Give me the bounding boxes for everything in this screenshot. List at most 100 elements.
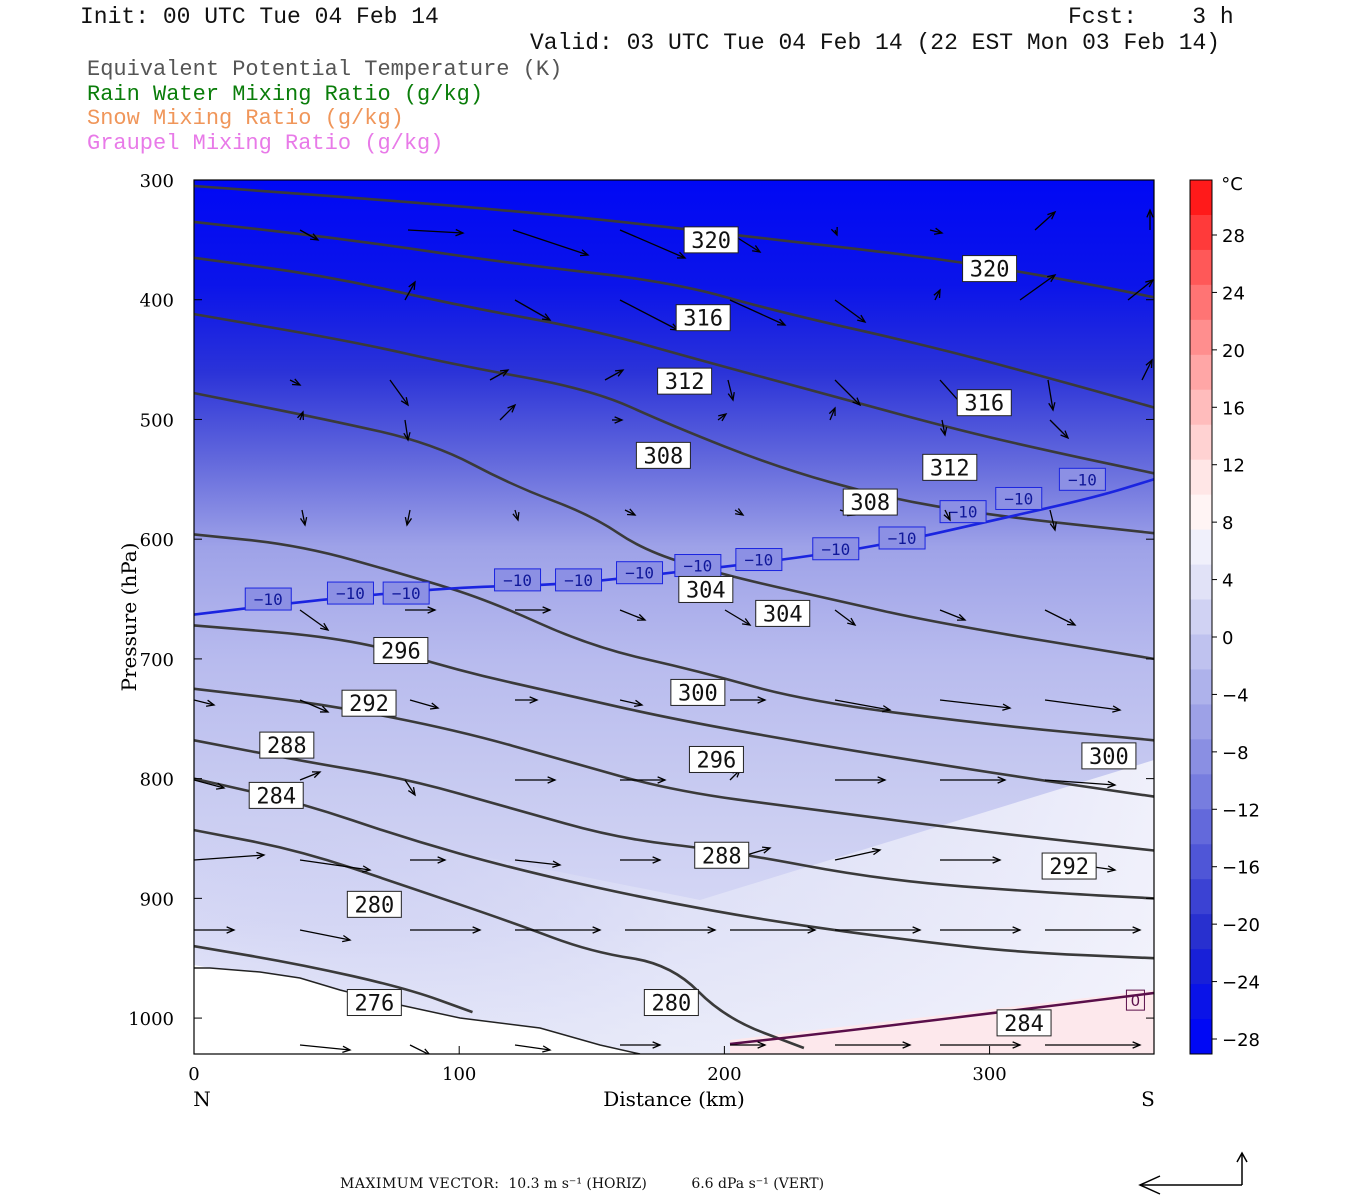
wind-vector — [612, 416, 624, 424]
wind-vector-head — [299, 517, 308, 527]
wind-vector — [297, 410, 304, 421]
wind-vector-head — [342, 1045, 352, 1053]
contour-label-box — [683, 226, 739, 254]
wind-vector-head — [1060, 430, 1070, 440]
wind-vector-head — [542, 606, 552, 614]
wind-vector-head — [499, 369, 510, 377]
wind-vector-shaft — [512, 229, 589, 256]
isotherm-label: −10 — [254, 590, 283, 609]
y-tick-label: 700 — [140, 650, 174, 671]
wind-vector — [1019, 274, 1057, 301]
wind-vector-head — [1002, 703, 1012, 711]
wind-vector-shaft — [929, 229, 943, 234]
terrain-mask — [194, 965, 640, 1054]
wind-vector-head — [320, 622, 330, 631]
theta-e-contour-288 — [194, 739, 1154, 900]
wind-vector-head — [362, 865, 372, 873]
wind-vector — [939, 699, 1012, 711]
wind-vector — [299, 229, 320, 241]
wind-vector-shaft — [834, 609, 856, 626]
isotherm-label-box — [735, 548, 783, 572]
isotherm-label: −10 — [1068, 470, 1097, 489]
colorbar-frame — [1189, 179, 1213, 1055]
wind-vector — [515, 606, 552, 614]
contour-label-box — [956, 389, 1012, 417]
wind-vector — [727, 379, 735, 402]
wind-vector-head — [226, 926, 236, 934]
colorbar-label: −24 — [1222, 973, 1260, 994]
contour-label-box — [678, 575, 734, 603]
max-vector-horiz: 10.3 m s⁻¹ (HORIZ) — [508, 1176, 647, 1192]
wind-vector-head — [422, 1048, 431, 1054]
wind-vector — [512, 229, 590, 257]
wind-vector-shaft — [834, 849, 881, 861]
wind-vector — [717, 412, 728, 422]
colorbar-swatch — [1190, 669, 1212, 705]
wind-vector-shaft — [1049, 509, 1056, 531]
contour-label: 292 — [349, 692, 389, 717]
contour-label: 284 — [1004, 1012, 1044, 1037]
colorbar-label: −12 — [1222, 800, 1260, 821]
wind-vector-shaft — [727, 379, 734, 401]
wind-vector-head — [1066, 618, 1077, 626]
wind-vector — [624, 508, 637, 516]
wind-vector-shaft — [289, 379, 301, 386]
wind-vector — [828, 406, 836, 421]
wind-vector-shaft — [299, 609, 329, 631]
wind-vector — [729, 299, 787, 326]
y-tick-label: 800 — [140, 770, 174, 791]
wind-vector-head — [472, 926, 482, 934]
wind-vector — [512, 509, 520, 522]
isotherm-label: −10 — [888, 529, 917, 548]
contour-label: 296 — [697, 748, 737, 773]
wind-vector-head — [1107, 865, 1117, 873]
x-axis-south-label: S — [1141, 1087, 1155, 1111]
wind-vector-head — [614, 369, 625, 377]
wind-vector-head — [902, 1041, 912, 1049]
isotherm-label-box — [939, 500, 987, 524]
colorbar-swatch — [1190, 1019, 1212, 1055]
colorbar-unit: °C — [1221, 174, 1243, 195]
wind-vector — [943, 509, 951, 522]
wind-vector-shaft — [404, 281, 416, 301]
vert-ref-arrowhead — [1236, 1151, 1248, 1163]
contour-label-box — [635, 441, 691, 469]
contour-label-box — [962, 255, 1018, 283]
contour-label-box — [675, 304, 731, 332]
contour-label-box — [688, 745, 744, 773]
y-tick-label: 400 — [140, 291, 174, 312]
wind-vector — [409, 699, 440, 710]
contour-label: 292 — [1049, 855, 1089, 880]
wind-vector — [734, 508, 745, 516]
wind-vector-head — [1132, 1041, 1142, 1049]
y-tick-label: 900 — [140, 889, 174, 910]
wind-vector-head — [614, 416, 624, 424]
wind-vector-head — [297, 410, 304, 421]
legend-theta-e: Equivalent Potential Temperature (K) — [87, 57, 563, 82]
wind-vector — [1044, 779, 1117, 789]
wind-vector-shaft — [514, 299, 551, 321]
wind-vector — [194, 779, 226, 790]
wind-vector-head — [1107, 780, 1117, 789]
theta-e-contour-276 — [194, 944, 473, 1014]
wind-vector-head — [992, 856, 1002, 864]
wind-vector-head — [830, 226, 838, 237]
wind-vector-shaft — [939, 699, 1011, 709]
wind-vector — [409, 1044, 431, 1054]
wind-vector-head — [1145, 358, 1153, 369]
wind-vector — [407, 228, 465, 237]
wind-vector-head — [852, 397, 862, 407]
wind-vector — [834, 379, 862, 407]
wind-vector-head — [676, 251, 687, 259]
wind-vector — [834, 609, 857, 627]
max-vector-vert: 6.6 dPa s⁻¹ (VERT) — [691, 1176, 825, 1192]
wind-vector-head — [579, 249, 590, 257]
wind-vector-head — [828, 406, 836, 417]
isotherm-label-box — [555, 568, 603, 592]
wind-vector — [625, 926, 717, 934]
contour-labels: 320 320 316 316 312 312 308 308 304 304 300 300 296 2… — [248, 226, 1137, 1037]
wind-vector-head — [311, 771, 322, 779]
colorbar-swatch — [1190, 494, 1212, 531]
legend-graupel: Graupel Mixing Ratio (g/kg) — [87, 131, 444, 156]
